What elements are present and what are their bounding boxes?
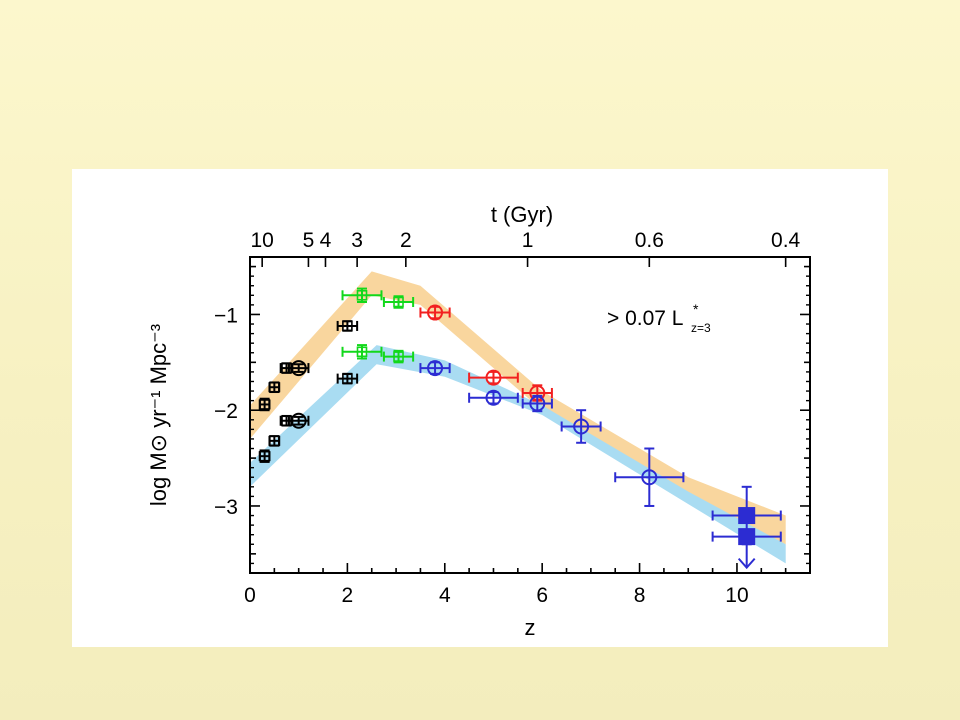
x-tick-label: 2	[342, 584, 354, 607]
data-point	[287, 360, 310, 377]
marker-circle	[485, 369, 502, 386]
top-tick-label: 2	[400, 229, 412, 252]
marker-square	[342, 373, 353, 384]
top-tick-label: 5	[303, 229, 315, 252]
data-point	[341, 344, 383, 360]
data-point	[521, 394, 553, 413]
top-tick-label: 4	[320, 229, 332, 252]
upper-limit-arrow	[737, 557, 756, 570]
data-point	[711, 528, 782, 570]
marker-filled-square	[738, 507, 756, 525]
sfr-density-chart: 0 2 4 6 8 10−1−2−310 5 4 3 2 1 0.6 0.4 t (Gyr) z log…	[146, 202, 811, 640]
data-point	[341, 287, 383, 304]
x-tick-label: 4	[439, 584, 451, 607]
y-tick-label: −2	[214, 400, 238, 423]
data-point	[560, 409, 602, 444]
top-tick-label: 10	[250, 229, 273, 252]
marker-square	[269, 381, 280, 393]
marker-square	[393, 351, 404, 362]
top-tick-label: 0.6	[635, 229, 664, 252]
marker-circle	[573, 418, 590, 435]
y-tick-label: −3	[214, 496, 238, 519]
data-point	[336, 320, 359, 332]
data-points	[258, 287, 782, 570]
data-point	[468, 389, 519, 406]
y-axis-title: log M⊙ yr⁻¹ Mpc⁻³	[146, 324, 171, 506]
data-point	[419, 304, 451, 321]
x-tick-label: 10	[725, 584, 748, 607]
marker-circle	[485, 389, 502, 406]
marker-square	[342, 320, 353, 332]
data-point	[382, 349, 415, 364]
top-tick-label: 3	[351, 229, 363, 252]
marker-circle	[290, 360, 307, 377]
marker-circle	[641, 469, 658, 486]
marker-circle	[427, 360, 444, 377]
x-tick-label: 8	[634, 584, 646, 607]
x-axis-title: z	[525, 615, 536, 640]
annotation-superscript: *	[693, 301, 699, 317]
annotation-subscript: z=3	[691, 321, 711, 335]
marker-circle	[427, 304, 444, 321]
marker-square	[259, 399, 270, 410]
data-point	[382, 295, 415, 309]
model-bands	[250, 271, 786, 564]
plot-frame	[249, 256, 811, 574]
data-point	[268, 381, 281, 394]
figure-panel: 0 2 4 6 8 10 −1 −2 −3 10 5 4 3 2 1 0.6 0.4 t (Gyr) z log…	[72, 169, 888, 647]
y-tick-label: −1	[214, 304, 238, 327]
marker-filled-square	[738, 528, 756, 546]
marker-circle	[529, 395, 546, 412]
data-point	[258, 397, 271, 412]
top-axis-title: t (Gyr)	[491, 202, 553, 227]
data-point	[258, 449, 271, 463]
data-point	[287, 412, 310, 429]
marker-square	[269, 435, 280, 447]
top-tick-label: 1	[522, 229, 534, 252]
annotation-text: > 0.07 L	[607, 307, 683, 330]
marker-square	[259, 450, 270, 462]
data-point	[614, 447, 685, 507]
axes: 0 2 4 6 8 10−1−2−310 5 4 3 2 1 0.6 0.4	[214, 229, 811, 607]
marker-square	[356, 346, 368, 358]
data-point	[268, 435, 281, 447]
x-tick-label: 6	[536, 584, 548, 607]
data-point	[419, 360, 451, 377]
top-tick-label: 0.4	[771, 229, 801, 252]
marker-square	[393, 296, 404, 308]
x-tick-label: 0	[244, 584, 256, 607]
marker-square	[356, 290, 368, 301]
data-point	[468, 369, 519, 386]
annotation-luminosity-cut: > 0.07 L * z=3	[607, 301, 711, 335]
data-point	[336, 372, 359, 385]
marker-circle	[290, 412, 307, 429]
